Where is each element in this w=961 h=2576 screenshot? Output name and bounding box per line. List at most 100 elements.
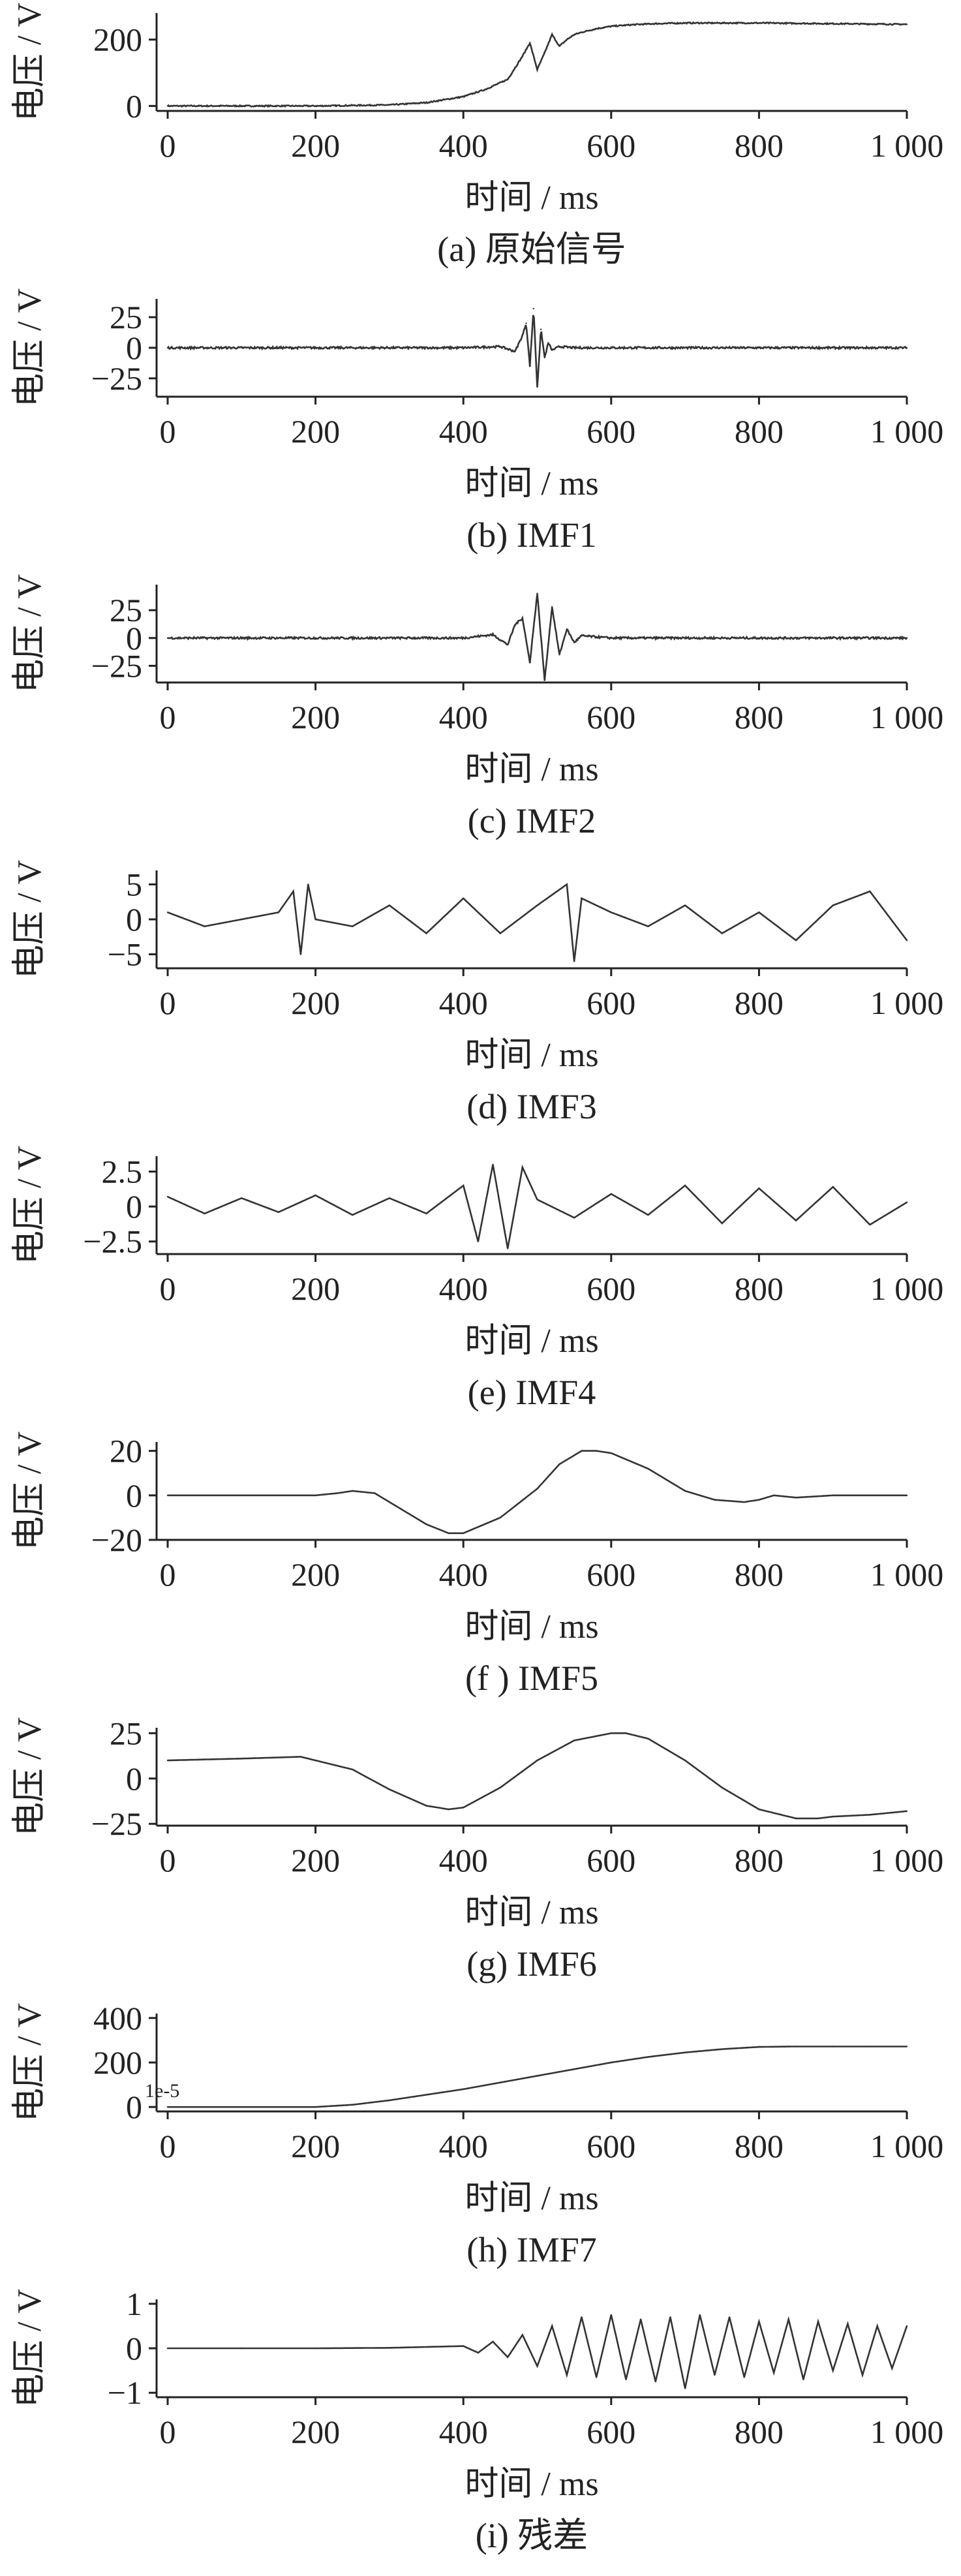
data-point (506, 2356, 509, 2358)
data-point (514, 350, 516, 352)
x-axis-label: 时间 / ms (465, 1608, 598, 1646)
data-point (536, 1488, 538, 1490)
data-point (721, 2048, 723, 2050)
data-point (521, 617, 524, 619)
data-point (499, 932, 502, 934)
data-point (388, 637, 391, 639)
data-point (684, 904, 686, 906)
data-point (647, 1467, 649, 1470)
data-point (758, 2320, 760, 2323)
data-point (581, 1450, 583, 1452)
data-point (166, 346, 169, 349)
x-tick-label: 1 000 (870, 699, 944, 735)
x-tick-label: 0 (159, 2414, 175, 2450)
data-point (869, 23, 871, 25)
y-tick-label: 0 (126, 330, 142, 366)
data-point (521, 1166, 524, 1169)
x-tick-label: 400 (439, 413, 488, 450)
y-tick-label: 20 (110, 1433, 142, 1469)
data-point (847, 2323, 849, 2325)
data-point (906, 1810, 908, 1812)
data-point (425, 932, 427, 934)
data-point (492, 634, 494, 636)
data-point (906, 346, 908, 349)
data-point (610, 2061, 612, 2064)
y-tick-label: 0 (126, 2330, 142, 2367)
data-point (795, 1219, 797, 1221)
x-tick-label: 0 (159, 985, 175, 1021)
data-point (566, 2374, 568, 2376)
x-tick-label: 400 (439, 1556, 488, 1593)
series-line (167, 1164, 908, 1249)
data-point (499, 1786, 502, 1788)
x-tick-label: 800 (735, 2414, 784, 2450)
series-line (166, 21, 908, 108)
data-point (758, 22, 760, 24)
x-tick-label: 800 (735, 127, 784, 164)
data-point (684, 1184, 686, 1187)
y-tick-label: 0 (126, 1760, 142, 1797)
data-point (536, 904, 538, 906)
data-point (758, 1808, 760, 1811)
x-tick-label: 800 (735, 699, 784, 735)
data-point (547, 342, 549, 344)
x-tick-label: 400 (439, 2128, 488, 2164)
data-point (241, 2347, 243, 2350)
x-axis-label: 时间 / ms (465, 1037, 598, 1074)
x-tick-label: 800 (735, 1842, 784, 1878)
x-tick-label: 400 (439, 699, 488, 735)
y-tick-label: −5 (108, 936, 142, 973)
subfigure-caption: (c) IMF2 (468, 801, 596, 840)
data-point (610, 1452, 612, 1454)
x-tick-label: 600 (587, 2414, 635, 2450)
x-tick-label: 400 (439, 127, 488, 164)
data-point (462, 1807, 465, 1809)
data-point (906, 2325, 908, 2327)
data-point (540, 328, 542, 331)
x-tick-label: 200 (291, 413, 340, 450)
data-point (352, 925, 354, 927)
subfigure-caption: (i) 残差 (476, 2516, 588, 2555)
chart-panel: 0 200 400 600 800 1 000 −20 0 20 电压 / V 时间 / ms (f … (11, 1432, 943, 1698)
data-point (758, 637, 760, 639)
data-point (595, 2376, 598, 2378)
x-tick-label: 0 (159, 1842, 175, 1878)
data-point (610, 25, 612, 27)
data-point (241, 918, 243, 921)
data-point (610, 2314, 612, 2316)
data-point (388, 904, 391, 906)
data-point (514, 624, 516, 626)
data-point (499, 345, 502, 348)
x-tick-label: 0 (159, 413, 175, 450)
data-point (166, 105, 169, 107)
data-point (299, 953, 302, 955)
data-point (610, 1193, 612, 1195)
data-point (832, 1815, 834, 1818)
data-point (581, 635, 583, 637)
data-point (772, 2372, 775, 2374)
data-point (536, 2365, 538, 2367)
data-point (506, 1248, 509, 1250)
data-point (314, 1194, 316, 1197)
subfigure-caption: (f ) IMF5 (465, 1659, 598, 1698)
y-axis-label: 电压 / V (11, 1717, 48, 1836)
data-point (551, 349, 553, 351)
data-point (647, 1738, 649, 1740)
subfigure-caption: (g) IMF6 (466, 1944, 597, 1984)
x-tick-label: 600 (587, 2128, 635, 2164)
data-point (558, 345, 560, 348)
data-point (241, 1758, 243, 1760)
data-point (684, 1490, 686, 1492)
x-tick-label: 200 (291, 1842, 340, 1878)
y-axis-label: 电压 / V (11, 1432, 48, 1550)
data-point (166, 2106, 169, 2108)
data-point (536, 1199, 538, 1201)
data-point (573, 2068, 575, 2070)
data-point (314, 637, 316, 639)
data-point (714, 1499, 716, 1501)
y-tick-label: 25 (110, 299, 142, 335)
data-point (425, 1212, 427, 1215)
data-point (477, 2352, 480, 2354)
y-tick-label: 25 (110, 592, 142, 628)
data-point (388, 104, 391, 106)
